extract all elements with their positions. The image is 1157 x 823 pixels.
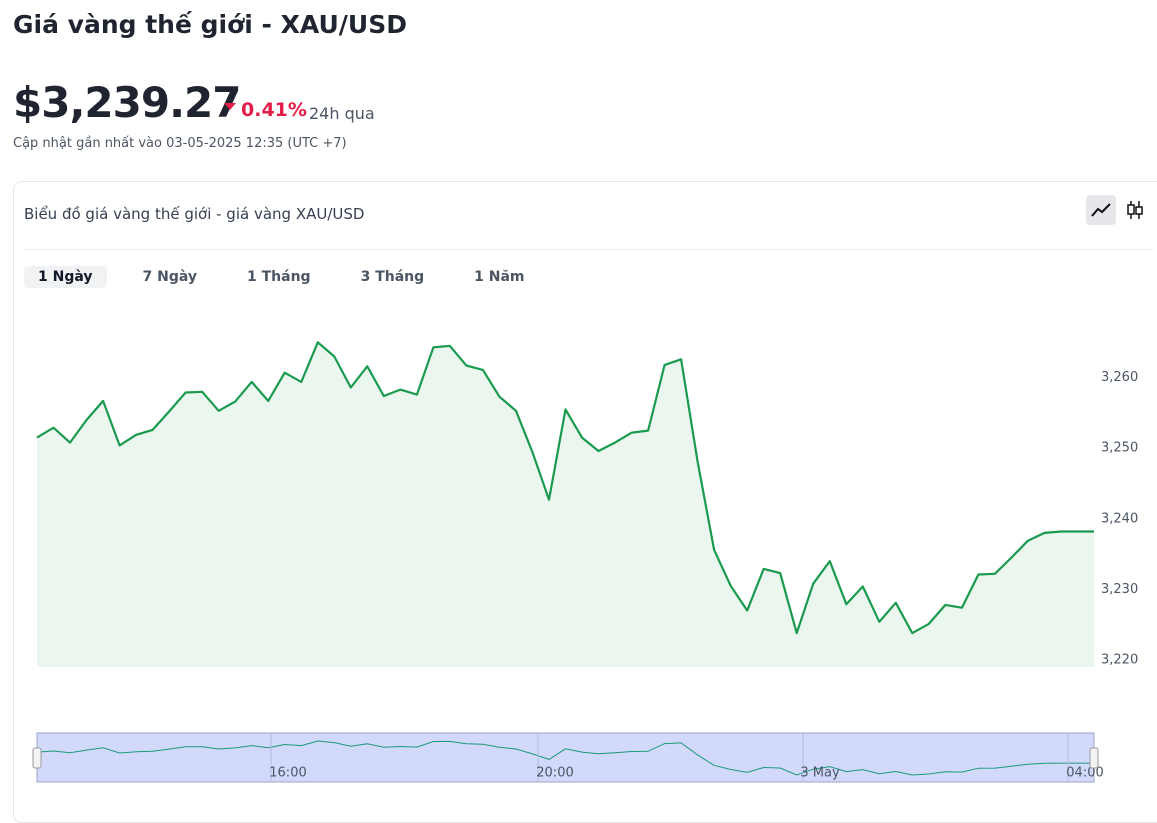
navigator-label: 3 May [800,766,840,781]
chart: 3,220 3,230 3,240 3,250 3,260 16:00 20:00 3 May… [32,341,1138,783]
range-tab[interactable]: 1 Tháng [247,269,311,285]
navigator-handle [32,747,42,769]
line-chart-button[interactable] [1086,195,1116,225]
y-tick-label: 3,250 [1101,441,1138,456]
updated-time: Cập nhật gần nhất vào 03-05-2025 12:35 (… [13,136,347,151]
y-tick-label: 3,230 [1101,582,1138,597]
range-tab[interactable]: 1 Ngày [24,266,107,288]
range-tab[interactable]: 1 Năm [474,269,525,285]
area-fill [37,342,1094,667]
y-tick-label: 3,220 [1101,652,1138,667]
divider [24,249,1154,250]
range-tab[interactable]: 3 Tháng [360,269,425,285]
y-tick-label: 3,240 [1101,511,1138,526]
chart-type-buttons [1086,195,1150,225]
navigator-line [36,740,1094,776]
navigator-handle [1089,747,1099,769]
line-icon [1091,203,1111,217]
page-title: Giá vàng thế giới - XAU/USD [13,10,407,39]
range-tabs: 1 Ngày 7 Ngày 1 Tháng 3 Tháng 1 Năm [24,266,539,288]
navigator-label: 20:00 [536,766,573,781]
page: Giá vàng thế giới - XAU/USD $3,239.27 0.… [0,0,1157,794]
price-change: 0.41% [224,99,307,121]
card-title: Biểu đồ giá vàng thế giới - giá vàng XAU… [24,205,365,223]
candle-icon [1127,201,1143,219]
navigator-label: 04:00 [1066,766,1103,781]
change-period: 24h qua [309,104,375,123]
candle-chart-button[interactable] [1120,195,1150,225]
price-line [36,341,1094,635]
chart-card: Biểu đồ giá vàng thế giới - giá vàng XAU… [13,181,1157,823]
y-tick-label: 3,260 [1101,370,1138,385]
range-tab[interactable]: 7 Ngày [142,269,198,285]
navigator-label: 16:00 [269,766,306,781]
price: $3,239.27 [13,78,241,127]
